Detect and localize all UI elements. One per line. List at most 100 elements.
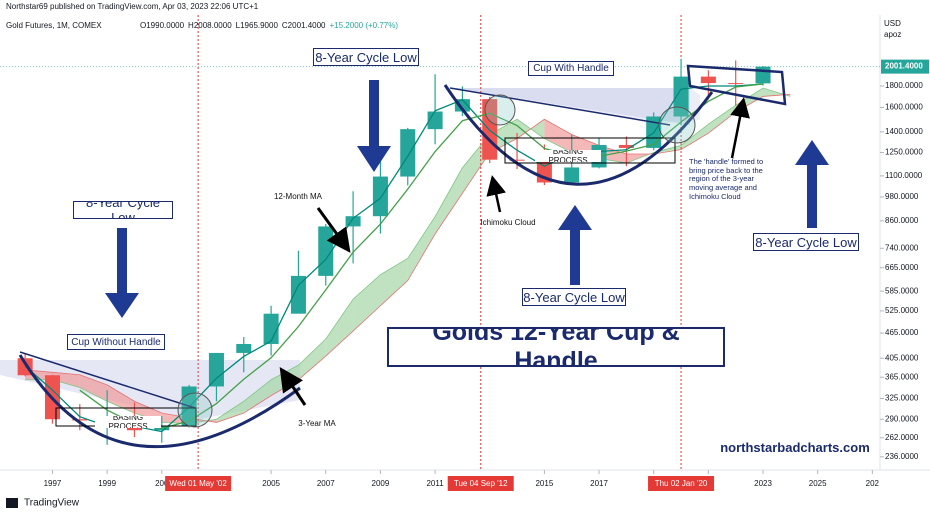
y-tick-label: 325.0000: [885, 394, 919, 403]
pointer-arrow: [279, 367, 307, 406]
annotation: 8-Year Cycle Low: [522, 288, 626, 306]
cloud-segment: [407, 216, 436, 281]
symbol: Gold Futures, 1M, COMEX: [6, 21, 102, 30]
y-tick-label: 1600.0000: [885, 103, 923, 112]
annotation-text: Golds 12-Year Cup & Handle: [387, 327, 725, 367]
x-tick-label: 2025: [809, 479, 827, 488]
quote-value: O1990.0000: [140, 21, 185, 30]
y-tick-label: 585.0000: [885, 286, 919, 295]
annotation: 12-Month MA: [273, 191, 323, 201]
cloud-segment: [544, 119, 572, 153]
last-price-label: 2001.4000: [885, 62, 923, 71]
annotation: 8-Year Cycle Low: [753, 233, 859, 251]
annotation: 8-Year Cycle Low: [313, 48, 419, 66]
footer: TradingView: [24, 498, 80, 509]
annotation-text: 3-Year MA: [298, 418, 336, 428]
handle-box: [686, 64, 787, 106]
candle-body: [509, 159, 525, 161]
candle-body: [263, 313, 279, 344]
marker-label: Thu 02 Jan '20: [655, 479, 708, 488]
annotation: 3-Year MA: [298, 418, 336, 428]
x-tick-label: 2015: [535, 479, 553, 488]
big-arrow: [795, 140, 829, 228]
ma-line: [79, 83, 764, 429]
publisher: Northstar69 published on TradingView.com…: [6, 2, 259, 11]
candle-body: [372, 176, 388, 217]
cloud-span: [25, 93, 791, 423]
ma-line: [24, 83, 764, 433]
highlight-circle: [658, 106, 696, 144]
x-tick-label: 2017: [590, 479, 608, 488]
y-tick-label: 465.0000: [885, 328, 919, 337]
marker-label-bg: [447, 476, 514, 491]
annotation-text: 8-Year Cycle Low: [522, 288, 626, 306]
x-tick-label: 1997: [44, 479, 62, 488]
quote-value: H2008.0000: [188, 21, 232, 30]
x-tick-label: 1999: [98, 479, 116, 488]
y-tick-label: 1250.0000: [885, 148, 923, 157]
annotation: Ichimoku Cloud: [480, 217, 536, 227]
cup-curve: [443, 84, 714, 186]
candle-body: [400, 129, 416, 177]
annotation-text: 8-Year Cycle Low: [753, 233, 859, 251]
axes: 236.0000 262.0000 290.0000 325.0000 365.0000…: [44, 59, 929, 491]
annotation-text: Ichimoku Cloud: [480, 217, 536, 227]
annotation: The 'handle' formed to bring price back …: [689, 158, 763, 200]
annotation-text: 12-Month MA: [273, 191, 323, 201]
cloud-segment: [298, 339, 326, 380]
pointer-arrow: [316, 207, 351, 253]
candle-body: [728, 83, 744, 85]
cup-curve: [18, 354, 301, 449]
quote-value: +15.2000 (+0.77%): [330, 21, 399, 30]
unit: apoz: [884, 30, 901, 39]
y-tick-label: 405.0000: [885, 353, 919, 362]
big-arrow: [105, 228, 139, 318]
cloud-segment: [79, 374, 108, 402]
last-price-bg: [881, 59, 929, 74]
cloud-segment: [107, 384, 135, 414]
trend-line: [449, 87, 671, 126]
big-arrow: [558, 205, 592, 285]
annotation-text: BASING PROCESS: [95, 416, 161, 428]
x-tick-label: 2011: [426, 479, 444, 488]
range-shade: [452, 88, 690, 125]
candle-body: [755, 66, 771, 84]
currency: USD: [884, 19, 901, 28]
annotation-text: BASING PROCESS: [535, 150, 601, 162]
annotation-text: 8-Year Cycle Low: [73, 201, 173, 219]
basing-box: [504, 137, 676, 164]
y-tick-label: 1100.0000: [885, 171, 923, 180]
annotation-text: northstarbadcharts.com: [720, 439, 870, 455]
candle-body: [72, 419, 88, 421]
annotation: BASING PROCESS: [535, 150, 601, 162]
x-tick-label: 2007: [317, 479, 335, 488]
y-tick-label: 262.0000: [885, 433, 919, 442]
y-tick-label: 236.0000: [885, 452, 919, 461]
y-tick-label: 1800.0000: [885, 81, 923, 90]
y-tick-label: 290.0000: [885, 414, 919, 423]
y-tick-label: 365.0000: [885, 372, 919, 381]
cloud-segment: [708, 105, 736, 134]
quote-value: L1965.9000: [236, 21, 279, 30]
annotations: 8-Year Cycle Low 8-Year Cycle Low 8-Year C…: [67, 48, 870, 455]
marker-label: Tue 04 Sep '12: [454, 479, 508, 488]
y-tick-label: 1400.0000: [885, 127, 923, 136]
y-tick-label: 665.0000: [885, 263, 919, 272]
annotation: Cup Without Handle: [67, 334, 165, 350]
cloud-segment: [435, 167, 463, 235]
cloud-segment: [243, 379, 272, 414]
cloud-segment: [380, 258, 408, 306]
y-tick-label: 980.0000: [885, 192, 919, 201]
cloud-segment: [681, 124, 709, 150]
annotation-text: Cup With Handle: [528, 61, 614, 76]
candle-body: [700, 76, 716, 84]
cloud-segment: [353, 274, 381, 332]
annotation-text: Cup Without Handle: [67, 334, 165, 350]
y-tick-label: 740.0000: [885, 243, 919, 252]
highlight-circle: [177, 392, 213, 428]
candle-body: [618, 144, 634, 148]
annotation-text: 8-Year Cycle Low: [313, 48, 419, 66]
candle-body: [564, 167, 580, 183]
highlight-circle: [484, 94, 516, 126]
